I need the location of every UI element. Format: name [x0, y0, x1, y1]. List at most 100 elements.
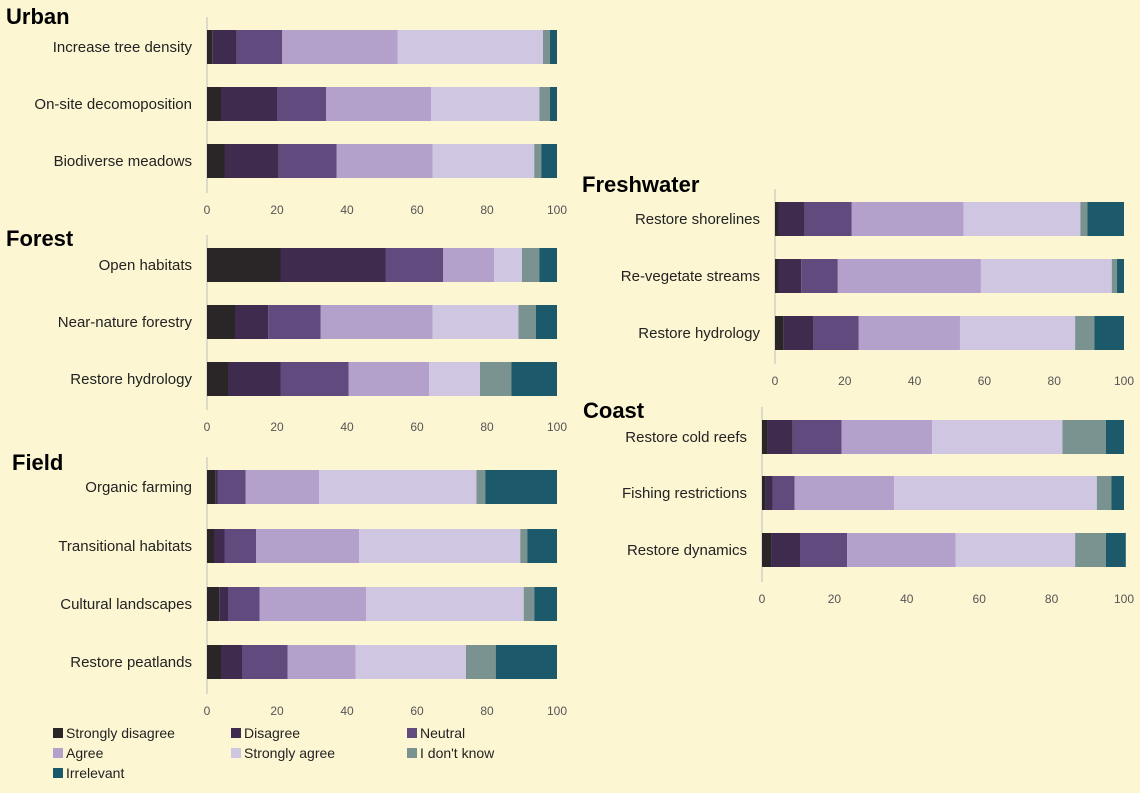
- bar-segment-strongly-disagree: [762, 533, 772, 567]
- panel-title: Coast: [583, 398, 645, 423]
- bar-segment-i-don-t-know: [1075, 533, 1106, 567]
- bar-segment-agree: [245, 470, 319, 504]
- category-label: Fishing restrictions: [622, 485, 747, 502]
- x-tick-label: 80: [480, 420, 494, 434]
- bar-segment-irrelevant: [485, 470, 557, 504]
- x-tick-label: 20: [270, 203, 284, 217]
- category-label: Cultural landscapes: [60, 596, 192, 613]
- legend-swatch-agree: [53, 748, 63, 758]
- category-label: Restore hydrology: [70, 371, 192, 388]
- bar-row-re-vegetate-streams: Re-vegetate streams: [621, 259, 1124, 293]
- bar-segment-neutral: [804, 202, 852, 236]
- bar-segment-i-don-t-know: [476, 470, 486, 504]
- legend-label: Irrelevant: [66, 765, 124, 781]
- bar-segment-strongly-disagree: [775, 316, 784, 350]
- bar-segment-strongly-disagree: [775, 259, 779, 293]
- legend-label: Disagree: [244, 725, 300, 741]
- bar-segment-irrelevant: [1111, 476, 1124, 510]
- bar-segment-i-don-t-know: [522, 248, 540, 282]
- bar-segment-agree: [348, 362, 430, 396]
- x-tick-label: 80: [1045, 592, 1059, 606]
- panel-title: Freshwater: [582, 172, 700, 197]
- bar-segment-strongly-disagree: [775, 202, 779, 236]
- bar-segment-disagree: [778, 259, 802, 293]
- legend-label: Neutral: [420, 725, 465, 741]
- bar-segment-disagree: [280, 248, 386, 282]
- bar-segment-irrelevant: [527, 529, 557, 563]
- legend: Strongly disagree Disagree Neutral Agree Str…: [53, 725, 495, 781]
- bar-row-restore-cold-reefs: Restore cold reefs: [625, 420, 1124, 454]
- bar-segment-irrelevant: [1117, 259, 1124, 293]
- bar-segment-agree: [847, 533, 956, 567]
- bar-segment-irrelevant: [550, 87, 557, 121]
- bar-segment-strongly-disagree: [207, 362, 228, 396]
- x-tick-label: 60: [410, 704, 424, 718]
- x-tick-label: 40: [340, 704, 354, 718]
- category-label: On-site decomoposition: [34, 96, 192, 113]
- bar-segment-strongly-agree: [366, 587, 524, 621]
- category-label: Organic farming: [85, 479, 192, 496]
- legend-swatch-neutral: [407, 728, 417, 738]
- x-tick-label: 100: [547, 420, 567, 434]
- legend-swatch-i-don-t-know: [407, 748, 417, 758]
- bar-segment-irrelevant: [539, 248, 557, 282]
- x-tick-label: 0: [204, 420, 211, 434]
- bar-segment-strongly-disagree: [762, 420, 768, 454]
- x-tick-label: 0: [772, 374, 779, 388]
- bar-segment-strongly-agree: [963, 202, 1081, 236]
- bar-segment-neutral: [772, 476, 795, 510]
- bar-segment-i-don-t-know: [480, 362, 512, 396]
- bar-segment-irrelevant: [1087, 202, 1124, 236]
- legend-label: Strongly disagree: [66, 725, 175, 741]
- bar-segment-strongly-agree: [894, 476, 1097, 510]
- bar-segment-strongly-agree: [431, 87, 540, 121]
- category-label: Restore dynamics: [627, 542, 747, 559]
- x-tick-label: 100: [547, 704, 567, 718]
- legend-swatch-irrelevant: [53, 768, 63, 778]
- bar-segment-agree: [256, 529, 360, 563]
- bar-segment-neutral: [813, 316, 859, 350]
- bar-segment-irrelevant: [1105, 420, 1124, 454]
- x-tick-label: 60: [410, 420, 424, 434]
- bar-row-near-nature-forestry: Near-nature forestry: [58, 305, 557, 339]
- bar-segment-i-don-t-know: [1062, 420, 1106, 454]
- bar-segment-disagree: [765, 476, 773, 510]
- x-tick-label: 20: [270, 420, 284, 434]
- x-tick-label: 40: [340, 420, 354, 434]
- bar-segment-irrelevant: [495, 645, 557, 679]
- bar-segment-disagree: [767, 420, 793, 454]
- bar-segment-i-don-t-know: [1096, 476, 1112, 510]
- bar-segment-strongly-agree: [955, 533, 1076, 567]
- bar-segment-strongly-disagree: [207, 305, 235, 339]
- bar-segment-neutral: [800, 533, 848, 567]
- legend-label: Agree: [66, 745, 104, 761]
- bar-row-fishing-restrictions: Fishing restrictions: [622, 476, 1124, 510]
- panel-title: Urban: [6, 4, 70, 29]
- bar-segment-irrelevant: [511, 362, 557, 396]
- panel-coast: Coast Restore cold reefs Fishing restricti…: [583, 398, 1134, 606]
- legend-swatch-strongly-disagree: [53, 728, 63, 738]
- bar-segment-neutral: [280, 362, 349, 396]
- bar-segment-strongly-disagree: [762, 476, 766, 510]
- bar-segment-i-don-t-know: [520, 529, 528, 563]
- bar-segment-disagree: [219, 587, 228, 621]
- bar-segment-strongly-disagree: [207, 144, 225, 178]
- bar-segment-disagree: [235, 305, 269, 339]
- bar-segment-neutral: [236, 30, 283, 64]
- bar-segment-agree: [858, 316, 960, 350]
- bar-segment-disagree: [215, 470, 218, 504]
- x-tick-label: 0: [759, 592, 766, 606]
- x-tick-label: 80: [480, 704, 494, 718]
- category-label: Restore cold reefs: [625, 429, 747, 446]
- category-label: Restore shorelines: [635, 211, 760, 228]
- x-tick-label: 40: [340, 203, 354, 217]
- bar-segment-irrelevant: [1094, 316, 1124, 350]
- bar-row-restore-hydrology: Restore hydrology: [70, 362, 557, 396]
- legend-label: I don't know: [420, 745, 495, 761]
- x-tick-label: 0: [204, 203, 211, 217]
- x-tick-label: 0: [204, 704, 211, 718]
- bar-segment-irrelevant: [541, 144, 557, 178]
- bar-segment-neutral: [224, 529, 256, 563]
- category-label: Restore hydrology: [638, 325, 760, 342]
